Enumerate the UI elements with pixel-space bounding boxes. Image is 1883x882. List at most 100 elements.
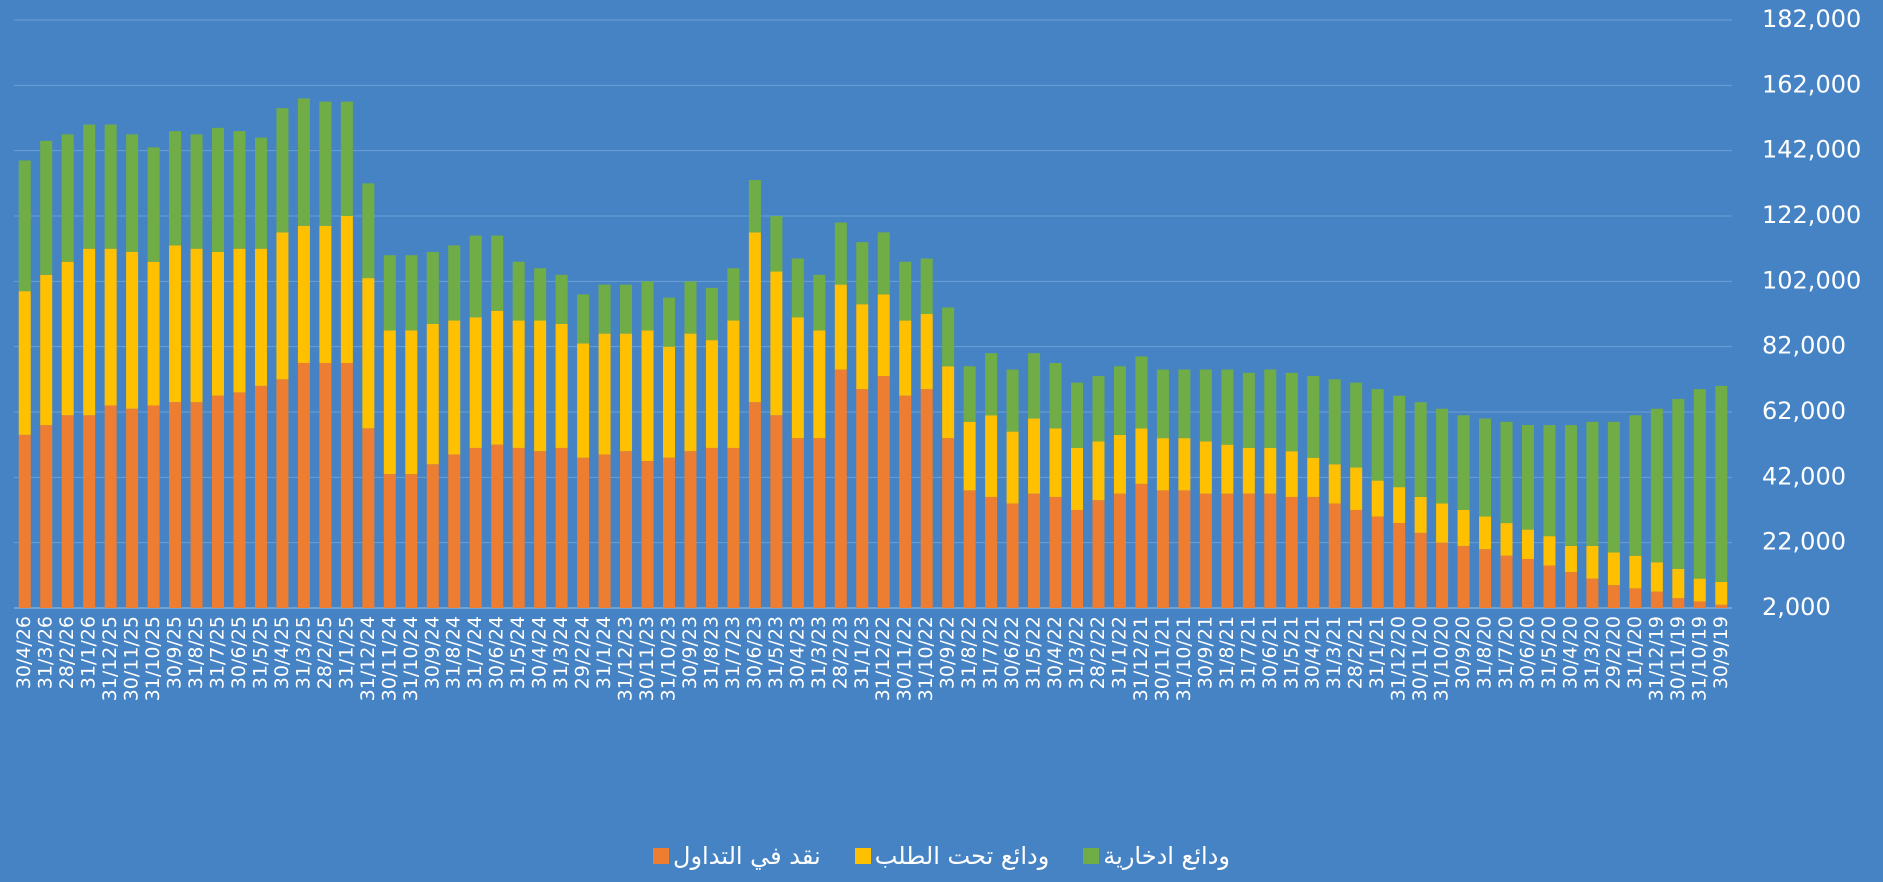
bar-segment: [920, 389, 933, 608]
bar-segment: [1113, 434, 1126, 494]
x-tick-label: 31/7/22: [980, 616, 1002, 689]
bar-segment: [276, 108, 289, 233]
bar-segment: [1113, 366, 1126, 435]
bar-segment: [1006, 369, 1019, 432]
legend-swatch: [854, 848, 871, 864]
bar-segment: [727, 447, 740, 608]
x-tick-label: 30/9/19: [1710, 616, 1732, 689]
bar-segment: [40, 274, 53, 426]
x-tick-label: 31/8/25: [185, 616, 207, 689]
bar-segment: [1414, 532, 1427, 608]
x-tick-label: 31/10/23: [657, 616, 679, 701]
x-tick-label: 31/1/24: [593, 616, 615, 689]
bar-segment: [405, 474, 418, 608]
bar-segment: [684, 333, 697, 452]
bar-segment: [748, 402, 761, 608]
bar-segment: [1500, 523, 1513, 556]
bar-segment: [748, 180, 761, 233]
bar-segment: [1607, 421, 1620, 553]
bar-segment: [1350, 467, 1363, 510]
x-tick-label: 30/4/23: [786, 616, 808, 689]
bar-segment: [620, 451, 633, 608]
bar-segment: [1457, 415, 1470, 510]
bar-segment: [1371, 480, 1384, 517]
bar-segment: [1006, 503, 1019, 608]
bar-segment: [254, 137, 267, 249]
x-tick-label: 31/3/24: [550, 616, 572, 689]
y-tick-label: 102,000: [1762, 266, 1861, 294]
bar-segment: [555, 274, 568, 324]
bar-segment: [791, 258, 804, 318]
x-tick-label: 30/6/23: [743, 616, 765, 689]
y-tick-label: 62,000: [1762, 397, 1846, 425]
legend-label: ودائع ادخارية: [1103, 842, 1230, 870]
x-tick-label: 30/4/21: [1302, 616, 1324, 689]
x-tick-label: 29/2/20: [1602, 616, 1624, 689]
x-tick-label: 30/6/22: [1001, 616, 1023, 689]
bar-segment: [362, 428, 375, 608]
bar-segment: [534, 451, 547, 608]
bar-segment: [1049, 428, 1062, 497]
bar-segment: [1393, 487, 1406, 524]
legend-item: نقد في التداول: [653, 842, 821, 870]
x-tick-label: 30/9/22: [937, 616, 959, 689]
bar-segment: [1028, 353, 1041, 419]
bar-segment: [383, 255, 396, 331]
bar-segment: [1135, 428, 1148, 484]
x-tick-label: 30/4/25: [271, 616, 293, 689]
legend: نقد في التداول ودائع تحت الطلب ودائع ادخار…: [0, 842, 1883, 870]
bar-segment: [1672, 568, 1685, 599]
bar-segment: [1521, 559, 1534, 608]
bar-segment: [1543, 425, 1556, 537]
bar-segment: [1479, 516, 1492, 550]
bar-segment: [61, 134, 74, 262]
bar-segment: [426, 251, 439, 324]
bar-segment: [18, 160, 31, 292]
y-tick-label: 142,000: [1762, 136, 1861, 164]
bar-segment: [834, 369, 847, 608]
bar-segment: [641, 281, 654, 331]
bar-segment: [1500, 555, 1513, 608]
legend-item: ودائع ادخارية: [1083, 842, 1230, 870]
x-tick-label: 31/5/24: [507, 616, 529, 689]
x-tick-label: 30/11/21: [1151, 616, 1173, 701]
bar-segment: [963, 366, 976, 422]
bar-segment: [147, 261, 160, 406]
bar-segment: [791, 438, 804, 608]
x-tick-label: 31/8/24: [443, 616, 465, 689]
bar-segment: [297, 363, 310, 608]
bar-segment: [1436, 542, 1449, 608]
bar-segment: [1199, 493, 1212, 608]
chart: 2,000 22,000 42,000 62,000 82,000 102,000 122,…: [13, 5, 1861, 701]
x-tick-label: 31/8/20: [1474, 616, 1496, 689]
legend-item: ودائع تحت الطلب: [854, 842, 1049, 870]
bar-segment: [83, 415, 96, 608]
bar-segment: [1178, 438, 1191, 491]
x-tick-label: 31/1/20: [1624, 616, 1646, 689]
x-tick-label: 31/8/21: [1216, 616, 1238, 689]
x-tick-label: 31/12/23: [615, 616, 637, 701]
bar-segment: [791, 317, 804, 439]
x-tick-label: 30/11/23: [636, 616, 658, 701]
x-tick-label: 31/3/26: [35, 616, 57, 689]
bar-segment: [1264, 447, 1277, 494]
bar-segment: [491, 235, 504, 311]
bar-segment: [770, 271, 783, 416]
x-tick-label: 30/9/25: [164, 616, 186, 689]
bar-segment: [877, 294, 890, 377]
x-tick-label: 31/3/25: [292, 616, 314, 689]
bar-segment: [662, 346, 675, 458]
bar-segment: [18, 291, 31, 435]
x-tick-label: 31/5/22: [1023, 616, 1045, 689]
bar-segment: [104, 248, 117, 406]
bar-segment: [1371, 516, 1384, 608]
x-tick-label: 31/12/22: [872, 616, 894, 701]
bar-segment: [1693, 578, 1706, 602]
bar-segment: [340, 101, 353, 216]
x-tick-label: 30/11/19: [1667, 616, 1689, 701]
bar-segment: [684, 451, 697, 608]
x-tick-label: 30/9/24: [421, 616, 443, 689]
bar-segment: [190, 402, 203, 608]
bar-segment: [1264, 493, 1277, 608]
